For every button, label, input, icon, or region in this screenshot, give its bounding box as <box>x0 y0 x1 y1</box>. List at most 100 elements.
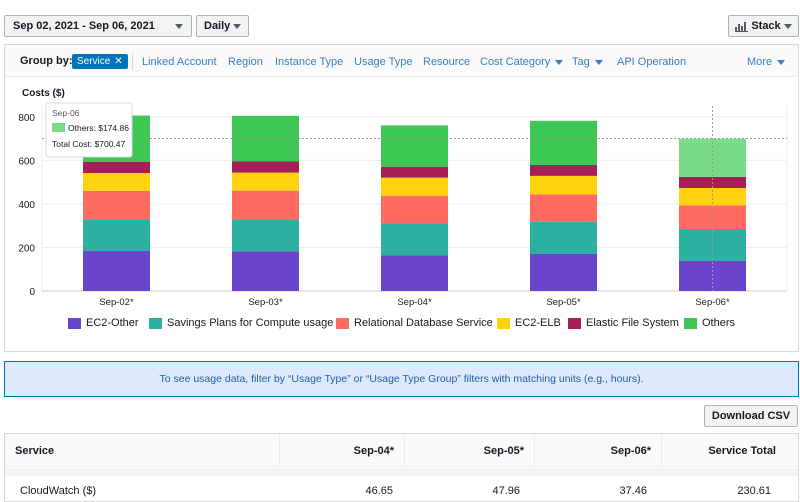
x-tick-label: Sep-05* <box>546 297 581 308</box>
column-header-sep-05[interactable]: Sep-05* <box>405 434 535 467</box>
legend-item[interactable]: Others <box>684 317 735 329</box>
y-axis-label: Costs ($) <box>22 88 65 99</box>
cost-table: Service Sep-04* Sep-05* Sep-06* Service … <box>4 433 799 502</box>
date-range-picker[interactable]: Sep 02, 2021 - Sep 06, 2021 <box>4 15 192 37</box>
granularity-text: Daily <box>204 20 231 32</box>
legend-swatch <box>497 317 510 329</box>
table-cell-value: 230.61 <box>737 485 771 497</box>
group-by-more[interactable]: More <box>747 56 786 68</box>
x-tick-label: Sep-03* <box>248 297 283 308</box>
bar-segment <box>232 172 299 191</box>
legend-item[interactable]: EC2-Other <box>68 317 139 329</box>
group-by-bar: Group by: Service ✕ Linked Account Regio… <box>5 45 798 77</box>
chevron-down-icon <box>233 23 241 29</box>
chart-panel: Group by: Service ✕ Linked Account Regio… <box>4 44 799 352</box>
y-tick-label: 800 <box>18 113 35 124</box>
bar-segment <box>83 161 150 174</box>
tooltip-box <box>45 102 133 158</box>
tag-label: Tag <box>572 56 590 68</box>
y-tick-label: 200 <box>18 243 35 254</box>
legend-item[interactable]: Elastic File System <box>568 317 679 329</box>
legend-label: Savings Plans for Compute usage <box>167 317 334 329</box>
legend-label: EC2-ELB <box>515 317 561 329</box>
table-cell-value: 46.65 <box>365 485 393 497</box>
table-group-row <box>5 468 798 476</box>
close-icon[interactable]: ✕ <box>114 56 123 67</box>
chart-style-text: Stack <box>751 20 781 32</box>
bar-segment <box>530 221 597 254</box>
legend-swatch <box>336 317 349 329</box>
group-by-resource[interactable]: Resource <box>423 56 471 68</box>
x-tick-label: Sep-02* <box>99 297 134 308</box>
legend-item[interactable]: EC2-ELB <box>497 317 561 329</box>
more-label: More <box>747 56 773 68</box>
bar-segment <box>679 228 746 261</box>
bar-segment <box>83 173 150 191</box>
chart-legend: EC2-Other Savings Plans for Compute usag… <box>5 317 798 333</box>
y-tick-label: 600 <box>18 156 35 167</box>
chevron-down-icon <box>777 59 786 65</box>
y-tick-label: 0 <box>29 287 35 298</box>
bar-segment <box>83 250 150 291</box>
chevron-down-icon <box>175 23 183 29</box>
bar-segment <box>381 223 448 256</box>
bar-segment <box>530 120 597 165</box>
column-header-sep-04[interactable]: Sep-04* <box>280 434 405 467</box>
legend-swatch <box>149 317 162 329</box>
x-tick-label: Sep-06* <box>695 297 730 308</box>
legend-item[interactable]: Savings Plans for Compute usage <box>149 317 333 329</box>
legend-label: EC2-Other <box>86 317 139 329</box>
group-by-cost-category[interactable]: Cost Category <box>480 56 564 68</box>
group-by-region[interactable]: Region <box>228 56 263 68</box>
info-banner: To see usage data, filter by “Usage Type… <box>4 361 799 397</box>
tooltip-title: Sep-06 <box>52 108 80 118</box>
bar-segment <box>232 161 299 173</box>
x-tick-label: Sep-04* <box>397 297 432 308</box>
tooltip-series: Others: $174.86 <box>68 123 129 133</box>
legend-label: Elastic File System <box>586 317 679 329</box>
bar-segment <box>381 177 448 196</box>
bar-segment <box>381 195 448 224</box>
column-header-service[interactable]: Service <box>5 434 280 467</box>
chevron-down-icon <box>594 59 603 65</box>
y-tick-label: 400 <box>18 200 35 211</box>
tooltip-swatch <box>52 123 65 132</box>
table-header-row: Service Sep-04* Sep-05* Sep-06* Service … <box>5 434 798 467</box>
column-header-sep-06[interactable]: Sep-06* <box>535 434 662 467</box>
tooltip-total: Total Cost: $700.47 <box>52 139 126 149</box>
legend-label: Relational Database Service <box>354 317 493 329</box>
table-cell-value: 37.46 <box>619 485 647 497</box>
bar-segment <box>232 251 299 291</box>
cost-category-label: Cost Category <box>480 56 551 68</box>
granularity-dropdown[interactable]: Daily <box>196 15 249 37</box>
bar-segment <box>530 175 597 195</box>
table-cell-service: CloudWatch ($) <box>20 485 97 497</box>
group-by-selected-text: Service <box>77 56 111 67</box>
bar-segment <box>83 219 150 251</box>
group-by-api-operation[interactable]: API Operation <box>617 56 687 68</box>
group-by-tag[interactable]: Tag <box>572 56 603 68</box>
bar-segment <box>381 166 448 178</box>
legend-swatch <box>68 317 81 329</box>
chart-style-dropdown[interactable]: Stack <box>728 15 799 37</box>
bar-segment <box>232 190 299 220</box>
group-by-instance-type[interactable]: Instance Type <box>275 56 344 68</box>
bar-segment <box>530 254 597 291</box>
group-by-usage-type[interactable]: Usage Type <box>354 56 413 68</box>
bar-chart-icon <box>735 21 748 32</box>
legend-label: Others <box>702 317 736 329</box>
date-range-text: Sep 02, 2021 - Sep 06, 2021 <box>13 20 155 32</box>
bar-segment <box>83 190 150 220</box>
legend-swatch <box>684 317 697 329</box>
bar-segment <box>232 219 299 252</box>
table-cell-value: 47.96 <box>492 485 520 497</box>
group-by-selected-chip[interactable]: Service ✕ <box>72 54 128 69</box>
group-by-linked-account[interactable]: Linked Account <box>142 56 217 68</box>
chevron-down-icon <box>555 59 564 65</box>
column-header-service-total[interactable]: Service Total <box>708 444 776 457</box>
divider <box>132 53 133 70</box>
legend-item[interactable]: Relational Database Service <box>336 317 493 329</box>
bar-segment <box>381 125 448 167</box>
download-csv-button[interactable]: Download CSV <box>704 405 798 427</box>
bar-segment <box>679 205 746 229</box>
